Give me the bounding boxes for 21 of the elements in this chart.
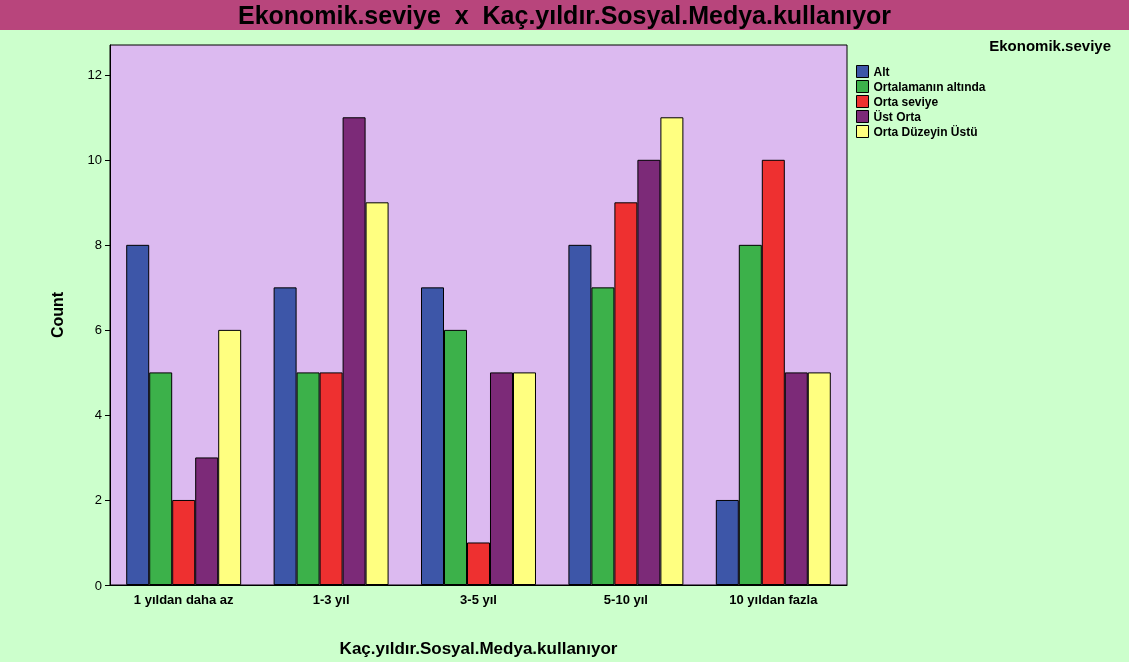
legend-label: Üst Orta [873,108,922,124]
x-tick-label: 3-5 yıl [460,592,497,607]
y-tick-label: 2 [94,492,102,508]
x-tick-label: 1-3 yıl [312,592,350,607]
legend-label: Orta Düzeyin Üstü [873,123,978,139]
legend-title: Ekonomik.seviye [989,37,1112,54]
y-tick-label: 0 [94,577,102,593]
legend-label: Orta seviye [873,94,939,109]
x-axis-title: Kaç.yıldır.Sosyal.Medya.kullanıyor [339,639,618,658]
y-tick-label: 6 [94,322,102,338]
legend-label: Alt [873,64,890,79]
x-tick-label: 5-10 yıl [603,592,648,607]
y-tick-label: 10 [87,152,102,168]
x-tick-label: 10 yıldan fazla [729,592,819,607]
x-tick-label: 1 yıldan daha az [133,592,235,607]
y-axis-title: Count [48,291,66,339]
y-tick-label: 12 [87,67,102,83]
y-tick-label: 8 [94,237,102,253]
chart-title: Ekonomik.seviye x Kaç.yıldır.Sosyal.Medya.kullanıyor [0,0,1129,30]
y-tick-label: 4 [94,407,102,423]
legend-label: Ortalamanın altında [873,79,986,94]
